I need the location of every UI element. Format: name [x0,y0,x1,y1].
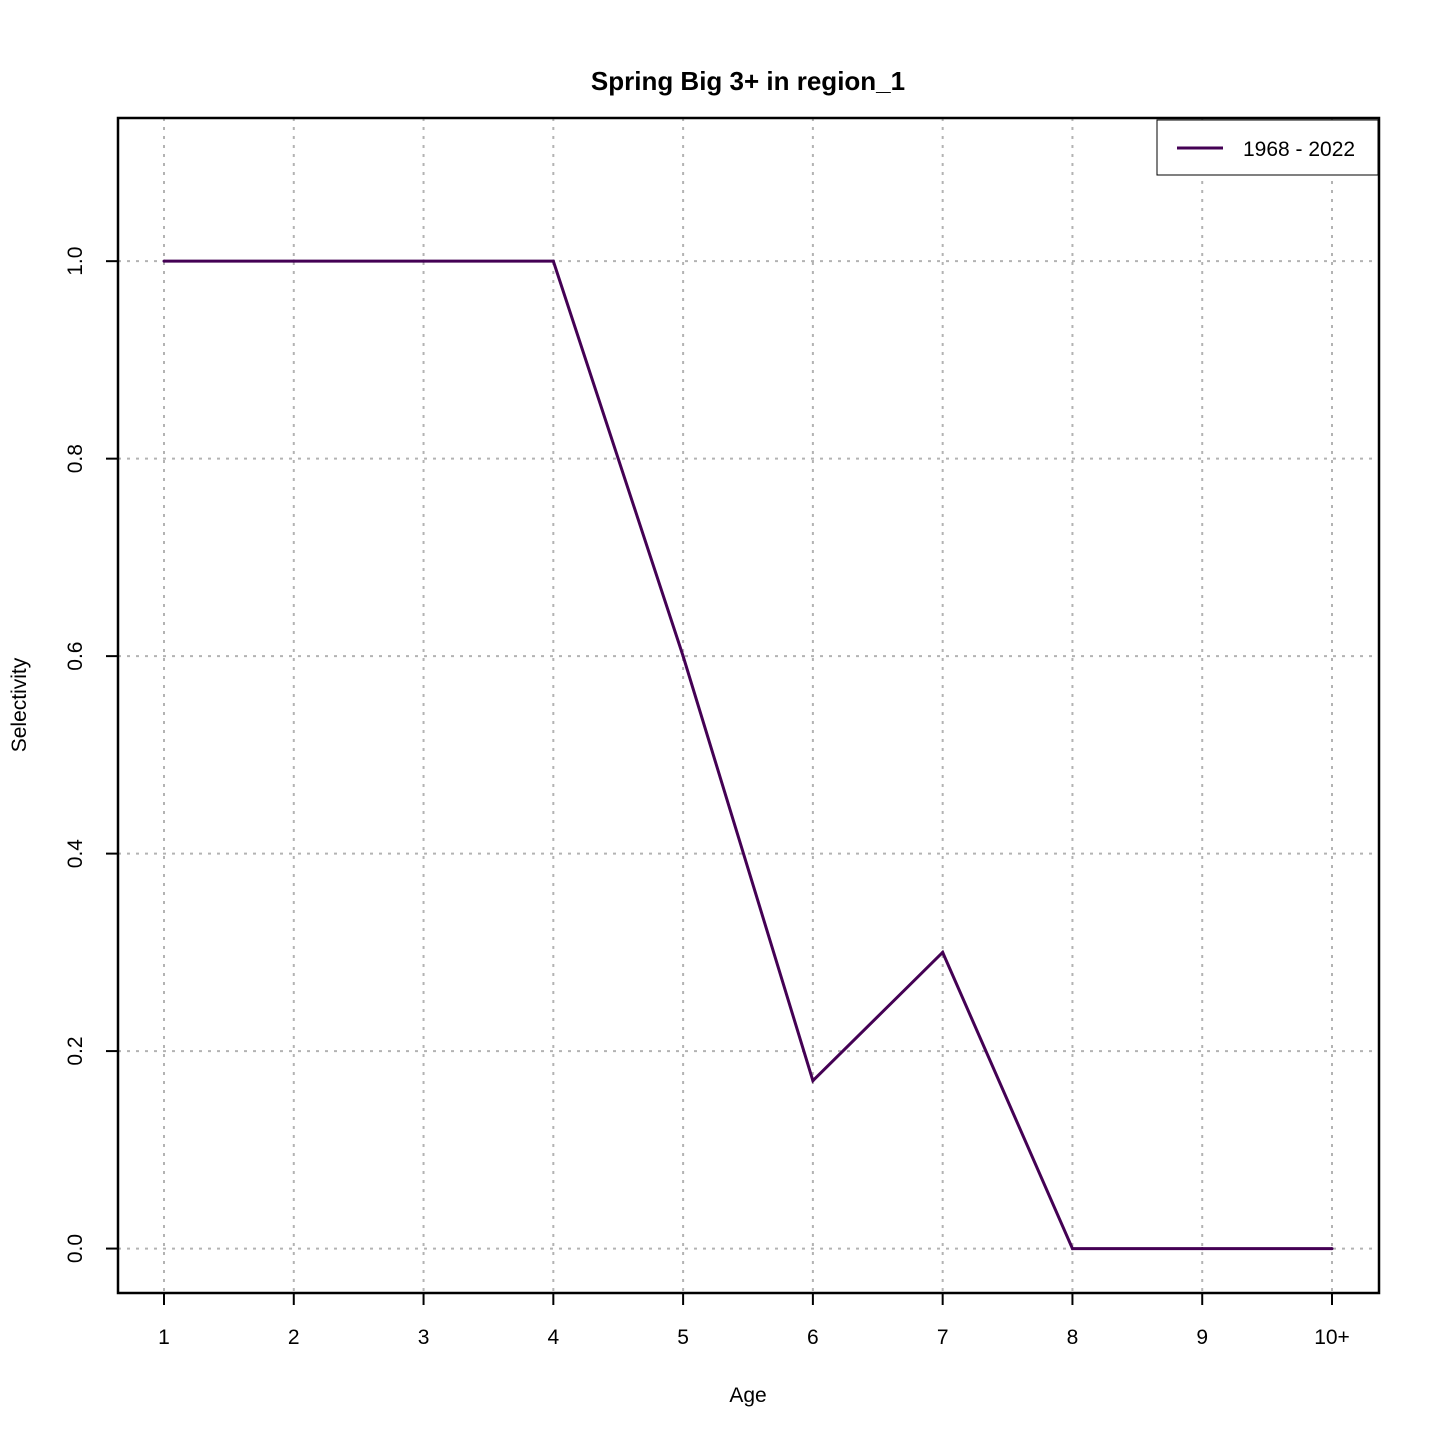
y-tick-label: 0.0 [64,1234,87,1263]
x-tick-label: 1 [158,1326,170,1349]
data-point [681,654,685,658]
x-axis: 1 2 3 4 5 6 7 8 9 10+ [158,1293,1350,1349]
y-axis: 0.0 0.2 0.4 0.6 0.8 1.0 [64,247,118,1263]
legend-label: 1968 - 2022 [1243,138,1355,161]
x-tick-label: 3 [418,1326,430,1349]
x-axis-label: Age [729,1384,766,1407]
data-point [1070,1247,1074,1251]
chart-title: Spring Big 3+ in region_1 [591,66,905,96]
y-tick-label: 1.0 [64,247,87,276]
x-tick-label: 4 [547,1326,559,1349]
data-point [1200,1247,1204,1251]
y-tick-label: 0.4 [64,839,87,869]
y-tick-label: 0.8 [64,444,87,473]
data-point [162,259,166,263]
legend: 1968 - 2022 [1156,119,1379,176]
data-point [292,259,296,263]
y-tick-label: 0.2 [64,1036,87,1065]
data-point [941,950,945,954]
x-tick-label: 6 [807,1326,819,1349]
data-point [422,259,426,263]
x-tick-label: 8 [1067,1326,1079,1349]
data-point [811,1079,815,1083]
x-tick-label: 7 [937,1326,949,1349]
y-axis-label: Selectivity [8,657,31,752]
data-point [1330,1247,1334,1251]
x-tick-label: 2 [288,1326,300,1349]
data-point [551,259,555,263]
grid-lines [118,118,1379,1293]
y-tick-label: 0.6 [64,642,87,671]
series-line-0 [164,259,1332,1251]
x-tick-label: 10+ [1314,1326,1350,1349]
x-tick-label: 9 [1196,1326,1208,1349]
data-lines [162,259,1334,1251]
x-tick-label: 5 [677,1326,689,1349]
plot-frame [116,116,1381,1295]
